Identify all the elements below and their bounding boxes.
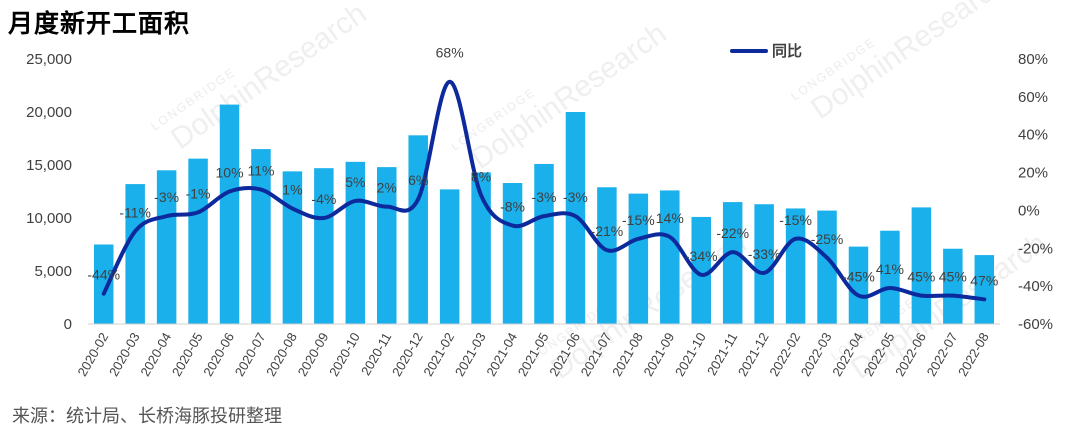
bar xyxy=(93,244,114,324)
bar xyxy=(156,170,177,324)
data-label: -4% xyxy=(311,191,336,207)
y-right-tick: 60% xyxy=(1018,89,1048,106)
data-label: -33% xyxy=(748,246,781,262)
data-label: 41% xyxy=(876,261,904,277)
bar xyxy=(439,189,460,324)
bar xyxy=(943,248,963,324)
y-left-tick: 20,000 xyxy=(26,104,72,121)
y-left-tick: 25,000 xyxy=(26,51,72,68)
y-right-tick: 0% xyxy=(1018,202,1040,219)
bar xyxy=(848,246,869,324)
y-right-tick: -60% xyxy=(1018,316,1053,333)
y-right-tick: 40% xyxy=(1018,127,1048,144)
legend: 同比 xyxy=(730,42,802,60)
y-right-tick: 80% xyxy=(1018,51,1048,68)
data-label: -1% xyxy=(186,185,211,201)
bar xyxy=(754,204,774,324)
data-label: -45% xyxy=(842,269,875,285)
y-left-tick: 5,000 xyxy=(34,263,72,280)
bar xyxy=(502,183,523,324)
data-label: 2% xyxy=(377,180,397,196)
bar xyxy=(597,187,617,324)
x-tick-label: 2021-10 xyxy=(672,330,709,379)
y-left-tick: 0 xyxy=(64,316,72,333)
chart-title: 月度新开工面积 xyxy=(8,9,191,38)
data-label: 14% xyxy=(656,210,684,226)
y-axis-left: 0 5,000 10,000 15,000 20,000 25,000 xyxy=(26,51,72,333)
data-label: -15% xyxy=(622,212,655,228)
data-label: -21% xyxy=(591,223,624,239)
bar xyxy=(911,207,932,324)
y-right-tick: 20% xyxy=(1018,165,1048,182)
bar xyxy=(408,135,428,324)
bar xyxy=(188,158,208,324)
data-label: 10% xyxy=(216,165,244,181)
bar xyxy=(722,202,743,324)
bar xyxy=(471,172,491,324)
data-label: -3% xyxy=(154,189,179,205)
data-label: 45% xyxy=(939,269,967,285)
y-right-tick: -20% xyxy=(1018,240,1053,257)
data-label: -44% xyxy=(87,267,120,283)
source-note: 来源：统计局、长桥海豚投研整理 xyxy=(12,406,282,427)
watermark-text: DolphinResearch xyxy=(165,0,372,156)
data-label: 45% xyxy=(907,269,935,285)
x-tick-label: 2020-10 xyxy=(326,330,363,379)
data-label: -22% xyxy=(716,225,749,241)
y-left-tick: 10,000 xyxy=(26,210,72,227)
data-label: 11% xyxy=(247,163,274,179)
line-series xyxy=(101,79,987,302)
data-label: 1% xyxy=(282,182,302,198)
data-label: -15% xyxy=(779,212,812,228)
data-label: -3% xyxy=(563,189,588,205)
bar xyxy=(534,163,554,324)
data-label: -25% xyxy=(811,231,844,247)
bar xyxy=(880,230,900,324)
data-label: -34% xyxy=(685,248,718,264)
bar xyxy=(219,104,240,324)
bar xyxy=(817,210,837,324)
bar xyxy=(691,216,711,324)
y-axis-right: -60% -40% -20% 0% 20% 40% 60% 80% xyxy=(1018,51,1053,333)
data-label: 5% xyxy=(345,174,365,190)
data-label: -11% xyxy=(119,204,151,220)
x-tick-label: 2022-08 xyxy=(955,330,992,379)
data-label: 47% xyxy=(970,272,998,288)
bar xyxy=(125,184,145,324)
bar xyxy=(314,168,334,324)
bar xyxy=(628,193,649,324)
data-label: 6% xyxy=(408,172,428,188)
bar xyxy=(974,255,995,324)
y-right-tick: -40% xyxy=(1018,278,1053,295)
y-left-tick: 15,000 xyxy=(26,157,72,174)
data-label: 8% xyxy=(471,168,491,184)
data-label: 68% xyxy=(436,45,464,61)
data-labels: -44%-11%-3% -1%10% 11%1%-4%5% 2% 6%68%8%-8%-… xyxy=(87,45,998,289)
bar xyxy=(660,190,680,324)
data-label: -8% xyxy=(500,199,525,215)
yoy-line xyxy=(101,79,987,302)
data-label: -3% xyxy=(532,189,557,205)
legend-label: 同比 xyxy=(772,42,802,60)
